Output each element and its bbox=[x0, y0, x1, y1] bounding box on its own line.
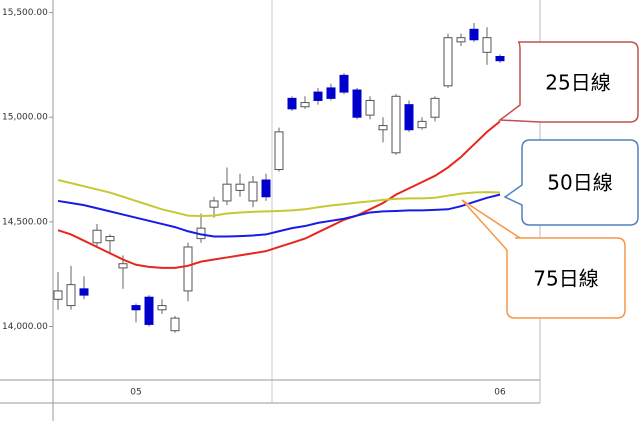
candle-body bbox=[118, 263, 128, 269]
candle-body bbox=[404, 104, 414, 131]
candle-body bbox=[183, 246, 193, 292]
candle-body bbox=[430, 97, 440, 118]
callout: 50日線 bbox=[503, 139, 639, 226]
candle-body bbox=[144, 296, 154, 325]
candle-body bbox=[222, 183, 232, 202]
callout: 25日線 bbox=[497, 41, 639, 123]
candle-body bbox=[209, 200, 219, 208]
callout: 75日線 bbox=[461, 199, 626, 319]
candle-body bbox=[482, 37, 492, 53]
candle-body bbox=[352, 89, 362, 118]
candle-body bbox=[287, 97, 297, 110]
candle-body bbox=[131, 305, 141, 311]
x-tick-label: 05 bbox=[130, 388, 141, 398]
candle-body bbox=[248, 181, 258, 202]
candle-body bbox=[469, 28, 479, 41]
candle-body bbox=[339, 74, 349, 93]
candle-body bbox=[274, 131, 284, 171]
callout-label: 50日線 bbox=[547, 171, 612, 195]
candle-body bbox=[235, 183, 245, 191]
y-tick-label: 15,500.00 bbox=[2, 8, 48, 18]
candle-body bbox=[300, 102, 310, 108]
y-tick-label: 15,000.00 bbox=[2, 113, 48, 123]
moving-average-line bbox=[57, 179, 501, 218]
callout-label: 25日線 bbox=[545, 71, 610, 95]
candle-body bbox=[66, 284, 76, 307]
candle-body bbox=[365, 99, 375, 116]
candle-body bbox=[53, 290, 63, 300]
candle-body bbox=[456, 37, 466, 43]
x-tick-label: 06 bbox=[494, 388, 506, 398]
candle-body bbox=[326, 87, 336, 99]
candle-body bbox=[443, 37, 453, 87]
candle-body bbox=[313, 91, 323, 101]
callout-box bbox=[497, 41, 639, 123]
callout-box bbox=[503, 139, 639, 226]
candle-body bbox=[261, 179, 271, 198]
candle-body bbox=[170, 317, 180, 332]
candle-body bbox=[157, 305, 167, 311]
y-tick-label: 14,000.00 bbox=[2, 322, 48, 332]
candle-body bbox=[417, 120, 427, 129]
candle-body bbox=[391, 95, 401, 154]
moving-average-line bbox=[57, 193, 501, 238]
y-tick-label: 14,500.00 bbox=[2, 217, 48, 227]
candle-body bbox=[92, 229, 102, 244]
candle-body bbox=[495, 56, 505, 62]
callout-box bbox=[461, 199, 626, 319]
candle-body bbox=[105, 236, 115, 242]
candle-body bbox=[79, 288, 89, 296]
moving-average-line bbox=[57, 120, 501, 269]
callout-label: 75日線 bbox=[533, 267, 598, 291]
candle-body bbox=[378, 125, 388, 131]
